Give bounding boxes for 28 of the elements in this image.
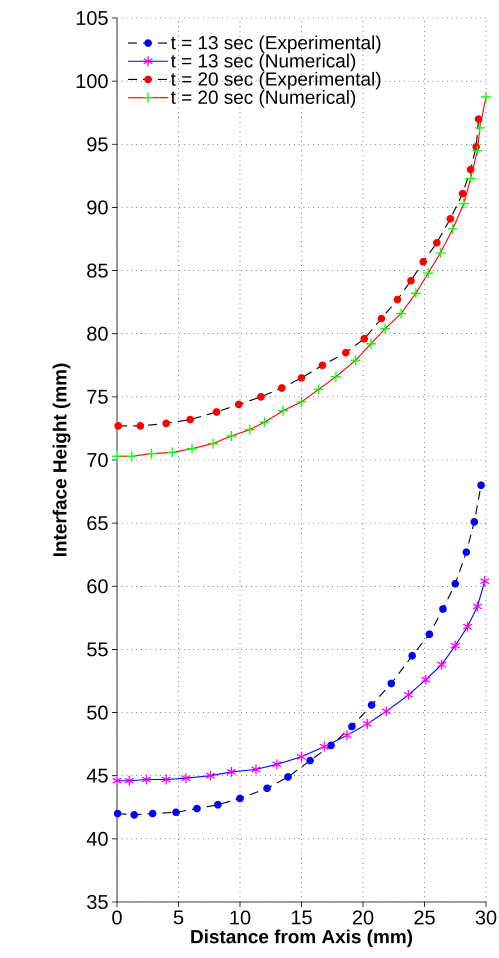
y-tick-label: 45 [86,768,108,783]
x-tick-label: 5 [174,910,184,924]
legend-label: t = 13 sec (Numerical) [170,54,356,72]
legend-label: t = 20 sec (Numerical) [170,90,356,108]
x-tick-label: 30 [476,910,496,925]
y-tick-label: 85 [87,264,108,278]
y-tick-label: 50 [87,706,108,720]
y-tick-label: 75 [87,390,108,404]
y-tick-label: 90 [87,200,108,214]
y-tick-label: 105 [76,10,108,26]
y-tick-label: 95 [87,137,108,152]
y-tick-label: 65 [87,516,108,530]
legend-label: t = 20 sec (Experimental) [170,72,380,90]
x-axis-title: Distance from Axis (mm) [191,929,412,948]
y-tick-label: 100 [76,74,108,88]
y-tick-label: 60 [87,579,108,594]
y-tick-label: 40 [86,832,108,846]
legend-label: t = 13 sec (Experimental) [170,35,380,54]
x-tick-label: 0 [112,910,122,925]
y-tick-label: 55 [87,642,108,656]
y-tick-label: 70 [87,452,108,468]
x-tick-label: 25 [414,910,435,925]
y-tick-label: 80 [87,326,108,341]
y-axis-title: Interface Height (mm) [52,364,70,556]
x-tick-label: 10 [230,910,250,925]
y-tick-label: 35 [87,894,108,910]
x-tick-label: 20 [352,910,374,925]
x-tick-label: 15 [292,910,312,924]
